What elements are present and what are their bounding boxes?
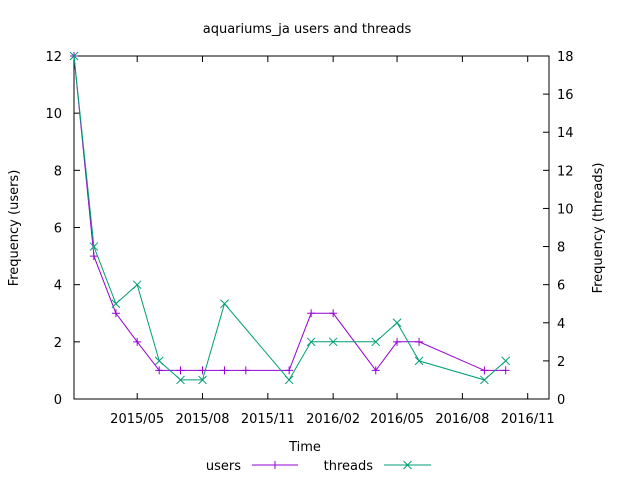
y-left-tick-label: 12 <box>45 50 62 65</box>
series-line-threads <box>73 55 507 381</box>
data-point-threads <box>306 337 316 347</box>
x-tick-label: 2015/05 <box>110 412 164 427</box>
data-point-users <box>155 366 164 375</box>
data-point-threads <box>111 299 121 309</box>
data-point-threads <box>198 375 207 385</box>
data-point-users <box>329 309 338 318</box>
x-tick-label: 2016/02 <box>306 412 360 427</box>
data-point-users <box>371 366 380 375</box>
data-point-users <box>307 309 316 318</box>
y-right-tick-label: 6 <box>557 279 565 294</box>
x-tick-label: 2015/11 <box>241 412 295 427</box>
data-point-users <box>133 337 142 346</box>
data-point-threads <box>392 318 402 328</box>
y-right-tick-label: 4 <box>557 317 565 332</box>
y-right-tick-label: 14 <box>557 126 574 141</box>
data-point-threads <box>480 375 489 385</box>
legend-marker <box>403 460 412 470</box>
data-point-threads <box>501 356 511 366</box>
data-point-threads <box>132 280 142 290</box>
y-right-tick-label: 12 <box>557 164 574 179</box>
data-point-threads <box>371 337 381 347</box>
data-point-users <box>89 252 98 261</box>
data-point-users <box>480 366 489 375</box>
x-axis-label: Time <box>288 440 321 455</box>
y-right-tick-label: 0 <box>557 393 565 408</box>
y-axis-right-label: Frequency (threads) <box>591 163 606 294</box>
data-point-users <box>220 366 229 375</box>
legend-item-threads: threads <box>324 459 431 474</box>
data-point-users <box>393 337 402 346</box>
plot-border <box>73 55 550 400</box>
legend-marker <box>271 461 279 469</box>
y-left-tick-label: 6 <box>54 222 62 237</box>
y-left-tick-label: 8 <box>54 164 62 179</box>
data-point-users <box>241 366 250 375</box>
chart-title: aquariums_ja users and threads <box>203 22 412 37</box>
x-tick-label: 2015/08 <box>176 412 230 427</box>
plot-frame <box>73 55 550 400</box>
legend-label: threads <box>324 459 374 474</box>
data-point-threads <box>328 337 338 347</box>
y-right-tick-label: 18 <box>557 50 574 65</box>
y-left-tick-label: 4 <box>54 279 62 294</box>
data-point-users <box>111 309 120 318</box>
data-point-users <box>176 366 185 375</box>
data-point-threads <box>414 356 424 366</box>
y-left-tick-label: 0 <box>54 393 62 408</box>
legend: users threads <box>206 459 431 474</box>
data-point-threads <box>220 299 229 309</box>
y-right-tick-label: 8 <box>557 241 565 256</box>
data-point-users <box>415 337 424 346</box>
data-point-users <box>501 366 510 375</box>
data-point-threads <box>89 242 99 251</box>
y-axis-left: 0 2 4 6 8 10 12 <box>45 50 80 408</box>
y-axis-right: 0 2 4 6 8 10 12 14 16 18 <box>543 50 574 408</box>
y-right-tick-label: 2 <box>557 355 565 370</box>
legend-item-users: users <box>206 459 298 474</box>
y-right-tick-label: 10 <box>557 202 574 217</box>
y-left-tick-label: 2 <box>54 336 62 351</box>
y-axis-left-label: Frequency (users) <box>7 170 22 287</box>
data-point-threads <box>176 375 185 385</box>
y-right-tick-label: 16 <box>557 88 574 103</box>
data-point-threads <box>69 51 79 61</box>
data-point-threads <box>154 356 164 366</box>
data-point-threads <box>284 375 294 385</box>
x-axis: 2015/05 2015/08 2015/11 2016/02 2016/05 2016/… <box>110 56 555 427</box>
x-tick-label: 2016/08 <box>435 412 489 427</box>
series-threads <box>69 51 511 385</box>
x-tick-label: 2016/05 <box>370 412 424 427</box>
series-layer <box>69 51 511 385</box>
y-left-tick-label: 10 <box>45 107 62 122</box>
data-point-users <box>285 366 294 375</box>
series-line-users <box>73 55 506 372</box>
series-users <box>70 52 510 375</box>
legend-label: users <box>206 459 241 474</box>
x-tick-label: 2016/11 <box>501 412 555 427</box>
